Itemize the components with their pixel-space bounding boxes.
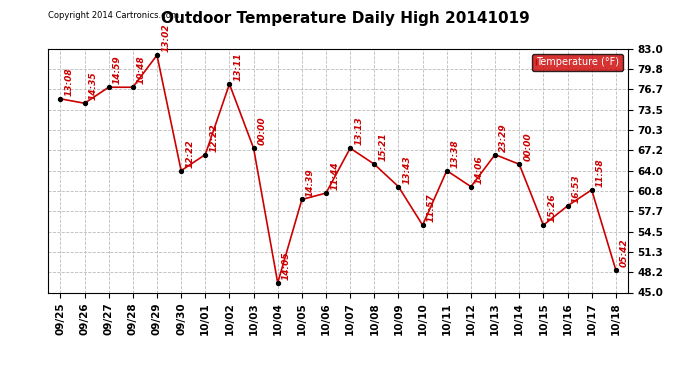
Legend: Temperature (°F): Temperature (°F) — [532, 54, 623, 71]
Text: 00:00: 00:00 — [258, 117, 267, 146]
Text: 05:42: 05:42 — [620, 238, 629, 267]
Point — [152, 52, 163, 58]
Point — [393, 184, 404, 190]
Point — [297, 196, 308, 202]
Text: 11:44: 11:44 — [331, 162, 339, 190]
Point — [368, 161, 380, 167]
Point — [538, 222, 549, 228]
Point — [442, 168, 453, 174]
Point — [562, 203, 573, 209]
Point — [272, 280, 284, 286]
Point — [248, 145, 259, 151]
Point — [79, 100, 90, 106]
Point — [344, 145, 356, 151]
Text: 12:22: 12:22 — [210, 123, 219, 152]
Text: Copyright 2014 Cartronics.com: Copyright 2014 Cartronics.com — [48, 11, 179, 20]
Text: 00:00: 00:00 — [524, 133, 533, 161]
Text: 13:08: 13:08 — [65, 68, 74, 96]
Text: 13:11: 13:11 — [234, 53, 243, 81]
Point — [175, 168, 186, 174]
Point — [55, 96, 66, 102]
Point — [224, 81, 235, 87]
Point — [586, 187, 597, 193]
Text: 15:26: 15:26 — [548, 194, 557, 222]
Text: 12:22: 12:22 — [186, 139, 195, 168]
Text: 15:21: 15:21 — [379, 133, 388, 161]
Text: 13:43: 13:43 — [403, 155, 412, 184]
Point — [490, 152, 501, 157]
Point — [465, 184, 476, 190]
Text: 13:13: 13:13 — [355, 117, 364, 146]
Text: 14:06: 14:06 — [475, 155, 484, 184]
Text: 14:35: 14:35 — [89, 72, 98, 100]
Text: Outdoor Temperature Daily High 20141019: Outdoor Temperature Daily High 20141019 — [161, 11, 529, 26]
Text: 13:02: 13:02 — [161, 24, 170, 52]
Text: 14:39: 14:39 — [306, 168, 315, 197]
Text: 14:05: 14:05 — [282, 252, 291, 280]
Text: 13:38: 13:38 — [451, 139, 460, 168]
Text: 14:59: 14:59 — [113, 56, 122, 84]
Point — [417, 222, 428, 228]
Text: 10:48: 10:48 — [137, 56, 146, 84]
Point — [127, 84, 138, 90]
Point — [610, 267, 621, 273]
Point — [200, 152, 211, 157]
Text: 16:53: 16:53 — [572, 174, 581, 203]
Point — [104, 84, 115, 90]
Text: 11:57: 11:57 — [427, 194, 436, 222]
Text: 11:58: 11:58 — [596, 159, 605, 187]
Text: 23:29: 23:29 — [500, 123, 509, 152]
Point — [513, 161, 524, 167]
Point — [320, 190, 331, 196]
